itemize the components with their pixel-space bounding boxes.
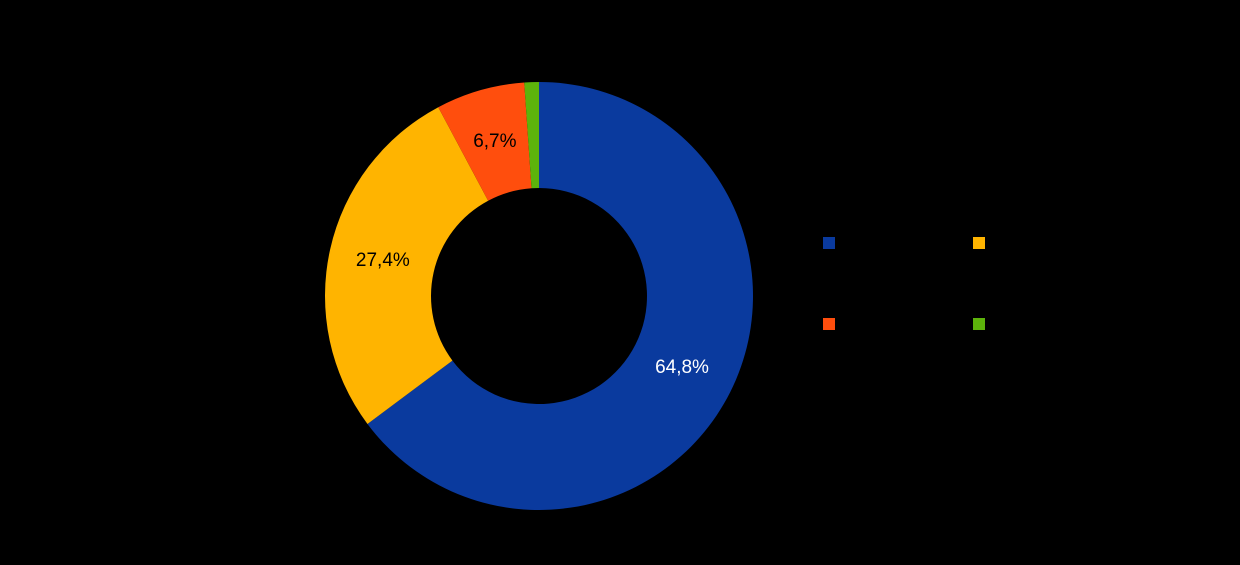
pie-slice-1 bbox=[367, 82, 753, 510]
pie-slice-label-1: 64,8% bbox=[655, 357, 709, 378]
pie-slice-labels: 64,8% 27,4% 6,7% bbox=[356, 131, 709, 378]
pie-slices bbox=[325, 82, 753, 510]
pie-slice-3 bbox=[438, 82, 532, 201]
pie-slice-2 bbox=[325, 107, 489, 424]
pie-slice-label-3: 6,7% bbox=[473, 131, 516, 152]
pie-slice-4 bbox=[524, 82, 539, 189]
pie-slice-label-2: 27,4% bbox=[356, 250, 410, 271]
